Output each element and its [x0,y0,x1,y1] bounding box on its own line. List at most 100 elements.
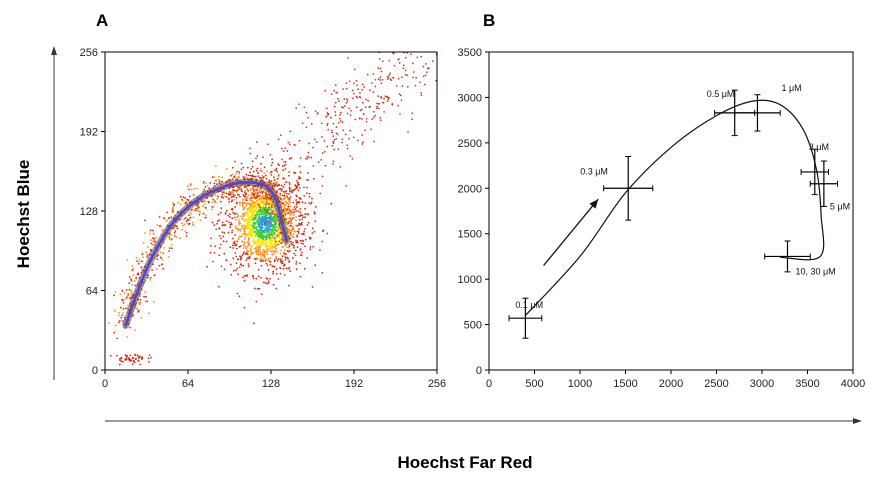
panel-a-point [308,195,311,198]
panel-a-point [279,187,282,190]
panel-a-point [285,267,288,270]
panel-a-point [296,241,299,244]
panel-a-point [261,293,263,296]
panel-a-point [406,86,409,88]
panel-a-point [234,252,237,255]
panel-a-point [269,212,272,215]
panel-a-point [179,203,182,206]
panel-a-point [283,161,285,163]
panel-a-point [248,202,251,205]
panel-a-point [265,199,268,201]
panel-a-point [232,193,235,196]
panel-a-plot-frame [104,51,438,371]
panel-a-gate-curve [122,178,291,329]
panel-a-point [295,219,297,222]
panel-a-point [219,200,222,203]
panel-a-y-tick-label: 128 [80,206,98,218]
panel-a-point [313,138,316,141]
panel-b-x-tick-label: 1500 [613,378,637,390]
panel-a-point [237,238,240,241]
panel-a-point [254,191,257,194]
panel-a-point [304,245,306,248]
panel-a-point [281,246,284,249]
panel-a-point [260,162,262,165]
panel-a-point [281,158,283,161]
panel-a-point [332,160,335,163]
panel-a-point [352,97,354,100]
panel-a-point [346,112,349,115]
panel-b-x-tick-label: 0 [486,378,492,390]
panel-a-point [261,258,263,261]
panel-a-point [189,216,192,219]
panel-a-point [211,201,214,204]
panel-a-point [223,252,226,255]
panel-a-point [271,250,274,253]
panel-a-point [301,233,304,236]
panel-a-point [243,233,246,235]
panel-a-point [273,238,276,242]
panel-a-point [172,210,174,213]
panel-a-point [261,220,264,223]
panel-a-point [237,273,240,276]
panel-a-point [346,147,349,150]
panel-a-point [118,312,120,314]
panel-a-point [273,185,276,188]
panel-a-point [167,256,170,258]
panel-a-point [250,168,253,170]
panel-a-point [237,215,240,217]
panel-a-point [228,213,231,216]
panel-a-point [295,199,297,201]
panel-a-point [267,280,270,282]
panel-a-point [118,321,120,324]
panel-a-point [218,247,221,249]
panel-a-point [230,273,233,276]
panel-a-point [262,177,264,179]
panel-a-point [247,225,250,228]
panel-a-point [149,279,152,281]
panel-a-point [217,285,220,288]
panel-a-point [269,239,272,242]
panel-a-point [266,248,269,251]
panel-a-point [159,251,162,254]
panel-a-point [265,191,268,194]
panel-a-point [324,89,327,92]
panel-a-point [249,188,252,191]
panel-a-point [256,257,258,259]
panel-a-point [335,126,338,128]
panel-a-point [241,202,244,205]
panel-a-point [192,194,195,197]
panel-a-point [326,232,329,235]
panel-a-point [257,240,260,243]
panel-a-point [259,202,262,205]
panel-a-point [254,215,257,219]
panel-a-point [186,222,189,225]
panel-a-point [228,191,231,194]
panel-a-point [304,216,306,219]
panel-a-point [252,170,255,173]
panel-a-point [249,210,252,213]
panel-a-point [319,249,321,251]
panel-a-point [272,250,275,253]
panel-a-point [224,224,227,226]
panel-a-point [231,217,234,220]
panel-a-point [161,229,164,232]
panel-a-point [282,186,285,188]
panel-a-point [257,247,260,250]
panel-a-point [250,249,253,251]
panel-a-point [260,208,263,211]
panel-a-point [255,248,258,251]
panel-a-point [152,232,155,235]
panel-a-point [231,229,234,232]
panel-a-point [277,175,280,178]
panel-a-point [125,289,128,291]
panel-a-point [289,232,292,235]
panel-a-x-tick-label: 256 [428,378,446,390]
panel-a-point [266,253,269,256]
panel-a-point [252,206,255,210]
panel-a-point [289,222,292,225]
panel-a-point [376,102,378,105]
panel-a-point [270,216,273,219]
panel-a-point [234,212,237,215]
panel-a-point [139,363,142,366]
